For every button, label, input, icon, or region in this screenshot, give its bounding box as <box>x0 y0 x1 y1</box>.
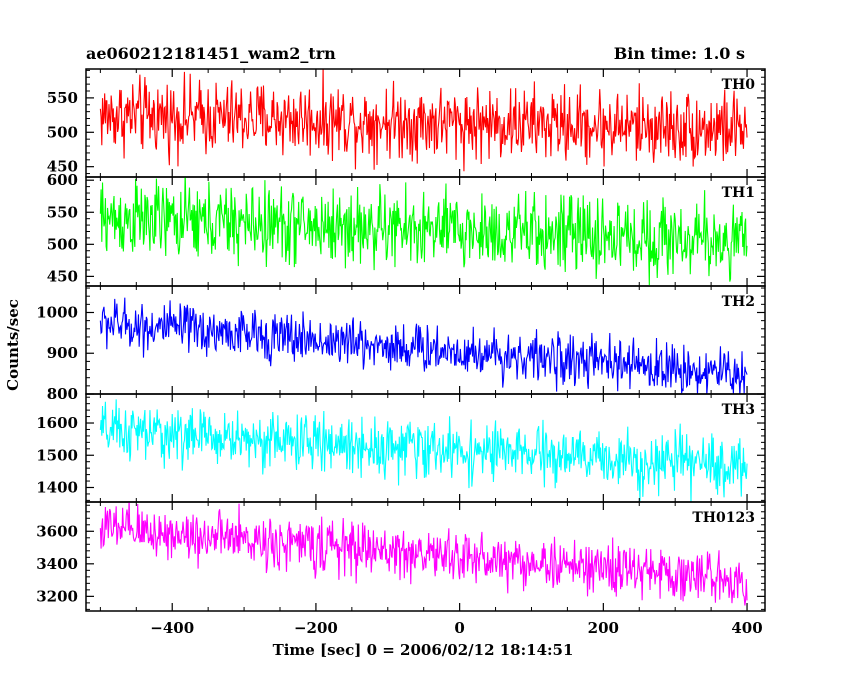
y-tick-label: 500 <box>47 123 78 141</box>
series-line-th0 <box>99 69 748 172</box>
panel-label-th1: TH1 <box>722 185 755 201</box>
panel-label-th2: TH2 <box>722 294 755 310</box>
y-tick-label: 450 <box>47 267 78 285</box>
x-axis-label: Time [sec] 0 = 2006/02/12 18:14:51 <box>273 641 574 659</box>
y-tick-label: 3600 <box>36 522 78 540</box>
panel-label-th0: TH0 <box>722 77 756 93</box>
panels-group: 450 500 550 TH0 450 500 550 600 TH1 800 900 1000 TH2… <box>36 68 766 612</box>
panel-frame <box>85 501 766 612</box>
y-tick-label: 1500 <box>36 446 78 464</box>
y-tick-label: 550 <box>47 203 78 221</box>
panel-th1: 450 500 550 600 TH1 <box>47 171 766 287</box>
y-tick-label: 800 <box>47 385 78 403</box>
panel-label-th0123: TH0123 <box>692 510 755 526</box>
y-tick-label: 1000 <box>36 303 78 321</box>
panel-th0: 450 500 550 TH0 <box>47 68 766 178</box>
series-line-th0123 <box>99 502 748 606</box>
x-axis: −400 −200 0 200 400 <box>150 619 762 637</box>
panel-label-th3: TH3 <box>722 402 755 418</box>
x-tick-label: 400 <box>731 619 762 637</box>
y-tick-label: 500 <box>47 235 78 253</box>
chart-title-left: ae060212181451_wam2_trn <box>86 44 336 63</box>
chart-title-right: Bin time: 1.0 s <box>614 44 745 63</box>
y-tick-label: 550 <box>47 89 78 107</box>
y-tick-label: 450 <box>47 158 78 176</box>
y-tick-label: 3400 <box>36 555 78 573</box>
series-line-th2 <box>99 297 748 394</box>
y-tick-label: 1600 <box>36 414 78 432</box>
y-tick-label: 1400 <box>36 478 78 496</box>
y-tick-label: 3200 <box>36 587 78 605</box>
y-tick-label: 600 <box>47 171 78 189</box>
series-line-th1 <box>99 177 748 286</box>
panel-th3: 1400 1500 1600 TH3 <box>36 393 766 503</box>
panel-th0123: 3200 3400 3600 TH0123 <box>36 501 766 612</box>
panel-th2: 800 900 1000 TH2 <box>36 285 766 403</box>
x-tick-label: −400 <box>150 619 194 637</box>
panel-frame <box>85 176 766 287</box>
y-axis-label: Counts/sec <box>4 299 22 391</box>
x-tick-label: 200 <box>588 619 619 637</box>
y-tick-label: 900 <box>47 344 78 362</box>
x-tick-label: 0 <box>454 619 464 637</box>
x-tick-label: −200 <box>294 619 338 637</box>
series-line-th3 <box>99 399 748 502</box>
